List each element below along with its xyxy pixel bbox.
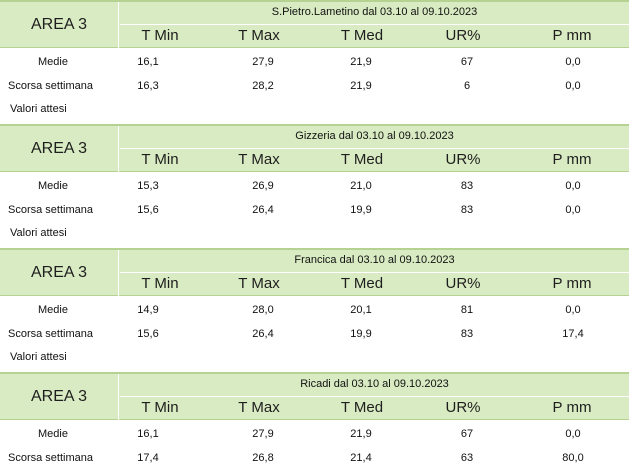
column-header: T Min [141, 27, 179, 44]
column-header: UR% [445, 399, 481, 416]
area-divider [118, 374, 119, 420]
row-label-valori-attesi: Valori attesi [10, 227, 67, 239]
row-label-valori-attesi: Valori attesi [10, 351, 67, 363]
column-header: T Min [141, 399, 179, 416]
column-header: P mm [552, 399, 592, 416]
area-label: AREA 3 [30, 388, 88, 405]
title-divider [120, 24, 629, 25]
row-label-scorsa-settimana: Scorsa settimana [8, 452, 93, 464]
data-cell: 17,4 [562, 328, 584, 340]
data-cell: 15,6 [137, 328, 159, 340]
data-cell: 83 [460, 328, 474, 340]
row-label-medie: Medie [38, 428, 68, 440]
column-header: T Med [340, 151, 384, 168]
data-cell: 0,0 [565, 56, 581, 68]
section-header: AREA 3 S.Pietro.Lametino dal 03.10 al 09.… [0, 0, 629, 48]
station-title: Francica dal 03.10 al 09.10.2023 [294, 254, 455, 266]
area-divider [118, 126, 119, 172]
data-cell: 26,4 [252, 204, 274, 216]
column-header: T Med [340, 275, 384, 292]
column-header: UR% [445, 275, 481, 292]
data-cell: 27,9 [252, 56, 274, 68]
row-label-scorsa-settimana: Scorsa settimana [8, 328, 93, 340]
data-cell: 6 [463, 80, 471, 92]
column-header: T Med [340, 399, 384, 416]
area-label: AREA 3 [30, 16, 88, 33]
title-divider [120, 272, 629, 273]
data-cell: 26,9 [252, 180, 274, 192]
data-cell: 19,9 [350, 328, 372, 340]
area-label: AREA 3 [30, 264, 88, 281]
data-cell: 26,8 [252, 452, 274, 464]
data-cell: 16,1 [137, 56, 159, 68]
data-cell: 21,9 [350, 80, 372, 92]
data-cell: 26,4 [252, 328, 274, 340]
section-header: AREA 3 Gizzeria dal 03.10 al 09.10.2023 T … [0, 124, 629, 172]
data-cell: 81 [460, 304, 474, 316]
row-label-valori-attesi: Valori attesi [10, 103, 67, 115]
data-cell: 28,0 [252, 304, 274, 316]
station-title: S.Pietro.Lametino dal 03.10 al 09.10.202… [271, 6, 478, 18]
data-cell: 19,9 [350, 204, 372, 216]
column-header: T Max [238, 27, 280, 44]
data-cell: 67 [460, 428, 474, 440]
column-header: UR% [445, 27, 481, 44]
row-label-scorsa-settimana: Scorsa settimana [8, 80, 93, 92]
column-header: T Max [238, 151, 280, 168]
data-cell: 20,1 [350, 304, 372, 316]
column-header: P mm [552, 151, 592, 168]
data-cell: 83 [460, 180, 474, 192]
data-cell: 28,2 [252, 80, 274, 92]
data-cell: 0,0 [565, 204, 581, 216]
column-header: T Med [340, 27, 384, 44]
column-header: T Max [238, 399, 280, 416]
row-label-scorsa-settimana: Scorsa settimana [8, 204, 93, 216]
data-cell: 21,9 [350, 56, 372, 68]
data-cell: 15,3 [137, 180, 159, 192]
data-cell: 21,4 [350, 452, 372, 464]
data-cell: 21,0 [350, 180, 372, 192]
data-cell: 80,0 [562, 452, 584, 464]
data-cell: 0,0 [565, 428, 581, 440]
data-cell: 14,9 [137, 304, 159, 316]
data-cell: 83 [460, 204, 474, 216]
column-header: T Min [141, 275, 179, 292]
title-divider [120, 396, 629, 397]
section-header: AREA 3 Francica dal 03.10 al 09.10.2023 T … [0, 248, 629, 296]
data-cell: 16,3 [137, 80, 159, 92]
column-header: P mm [552, 27, 592, 44]
data-cell: 0,0 [565, 80, 581, 92]
row-label-medie: Medie [38, 180, 68, 192]
title-divider [120, 148, 629, 149]
column-header: T Max [238, 275, 280, 292]
column-header: P mm [552, 275, 592, 292]
data-cell: 67 [460, 56, 474, 68]
column-header: T Min [141, 151, 179, 168]
data-cell: 15,6 [137, 204, 159, 216]
row-label-medie: Medie [38, 304, 68, 316]
data-cell: 17,4 [137, 452, 159, 464]
area-divider [118, 2, 119, 48]
data-cell: 63 [460, 452, 474, 464]
section-header: AREA 3 Ricadi dal 03.10 al 09.10.2023 T Mi… [0, 372, 629, 420]
area-divider [118, 250, 119, 296]
column-header: UR% [445, 151, 481, 168]
area-label: AREA 3 [30, 140, 88, 157]
data-cell: 16,1 [137, 428, 159, 440]
data-cell: 21,9 [350, 428, 372, 440]
data-cell: 27,9 [252, 428, 274, 440]
station-title: Ricadi dal 03.10 al 09.10.2023 [300, 378, 449, 390]
data-cell: 0,0 [565, 180, 581, 192]
row-label-medie: Medie [38, 56, 68, 68]
data-cell: 0,0 [565, 304, 581, 316]
station-title: Gizzeria dal 03.10 al 09.10.2023 [295, 130, 454, 142]
